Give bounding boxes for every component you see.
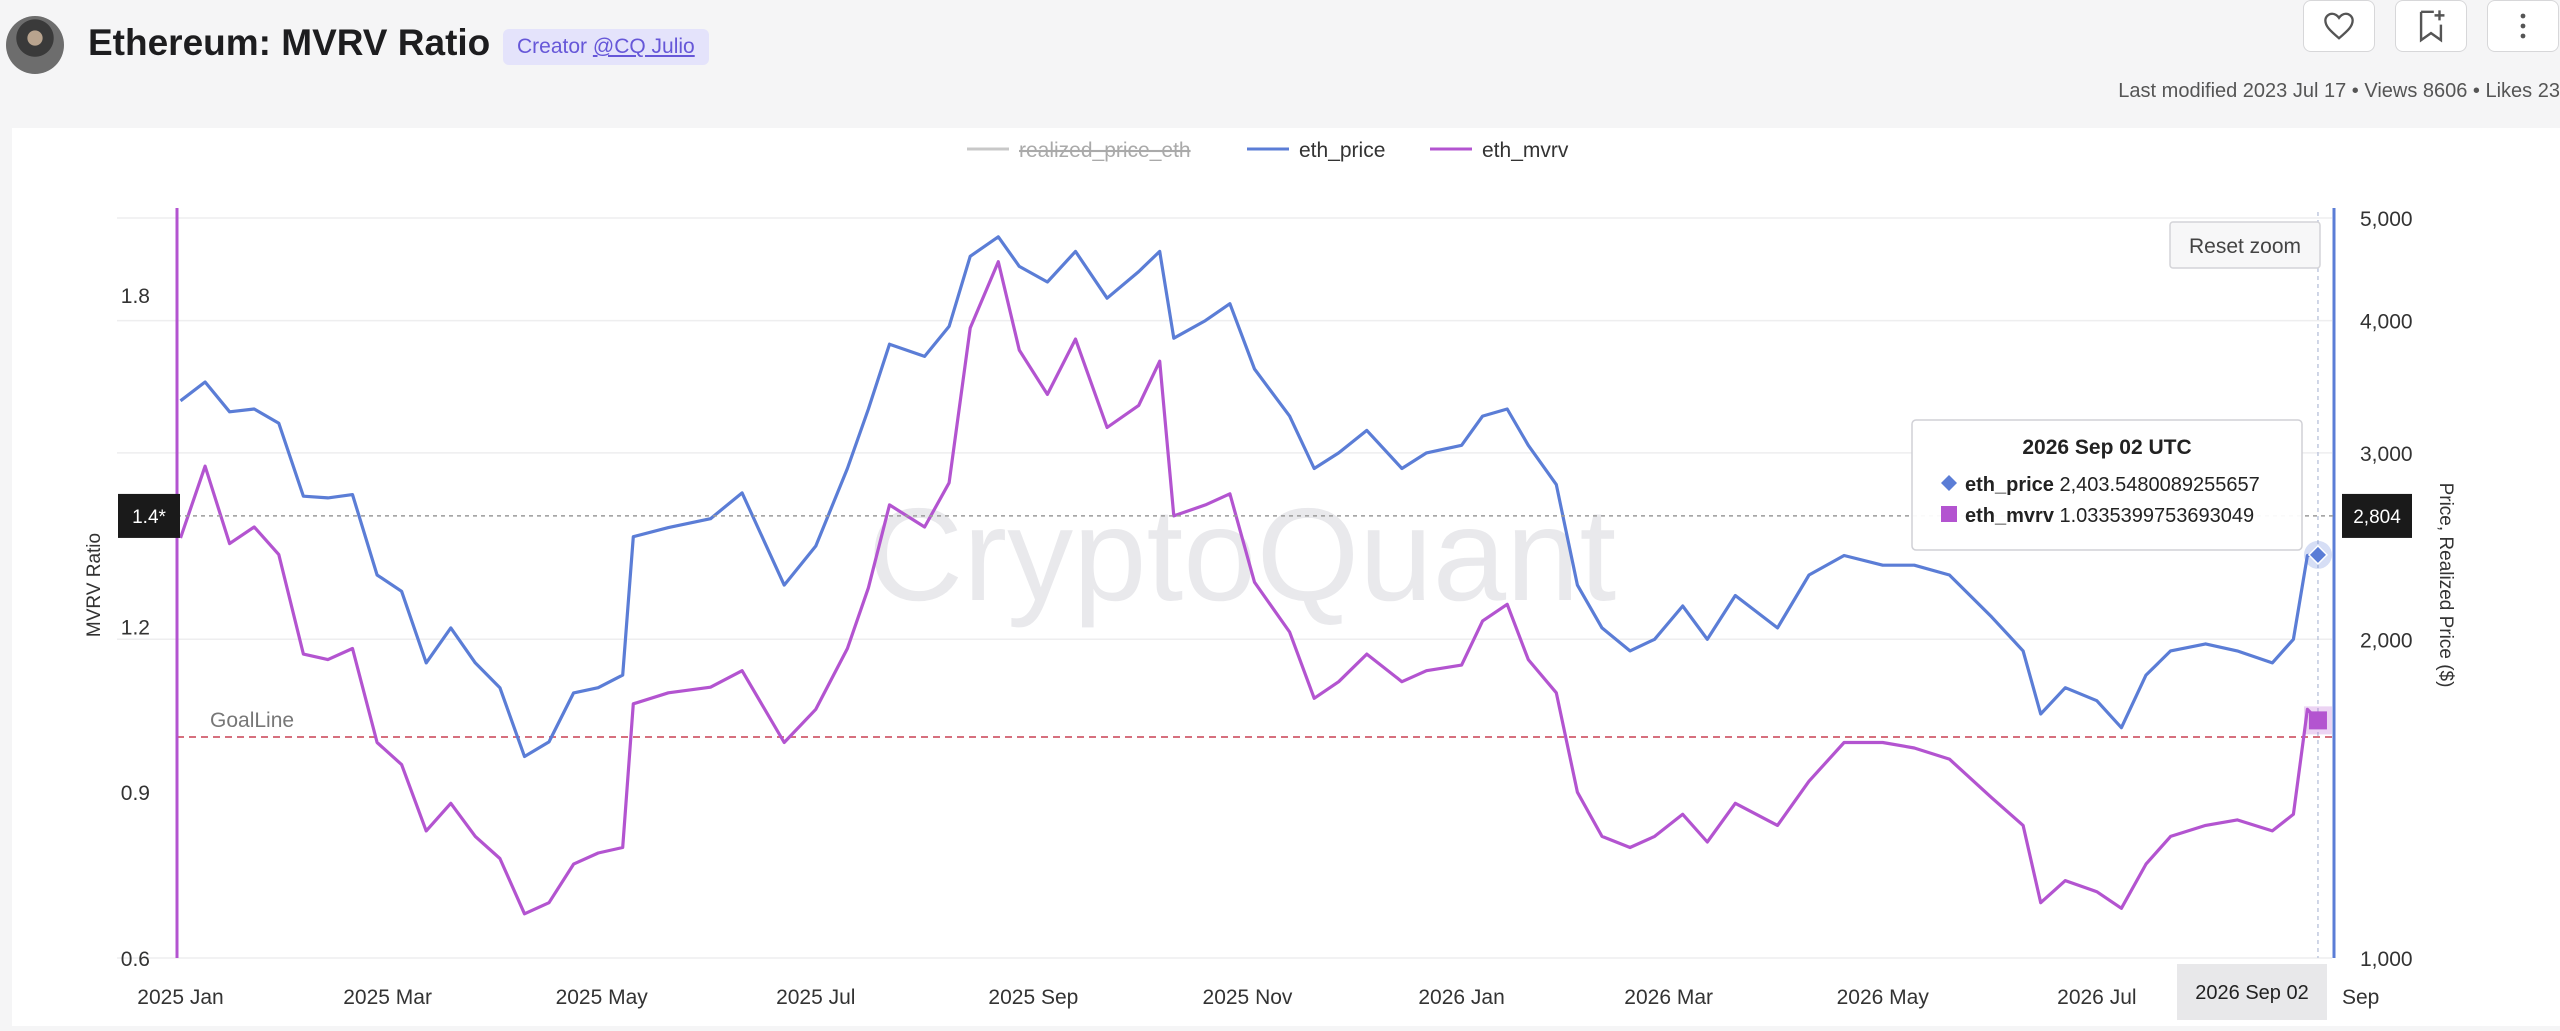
- bookmark-button[interactable]: [2395, 0, 2467, 52]
- tooltip-box: [1911, 419, 2303, 551]
- x-tick-5: 2025 Nov: [1203, 986, 1293, 1009]
- crosshair-left-value: 1.4*: [132, 507, 166, 528]
- y-right-tick-4: 5,000: [2360, 208, 2413, 231]
- tooltip-series-name: eth_mvrv: [1965, 505, 2055, 527]
- tooltip-series-value: 2,403.5480089255657: [2054, 474, 2260, 496]
- legend-item-eth_price: eth_price: [1299, 139, 1385, 162]
- series-line-eth_mvrv: [178, 260, 2320, 916]
- x-tick-7: 2026 Mar: [1624, 986, 1713, 1009]
- heart-icon: [2324, 12, 2354, 40]
- like-button[interactable]: [2303, 0, 2375, 52]
- page-header: Ethereum: MVRV Ratio Creator @CQ Julio L…: [0, 0, 2560, 102]
- y-left-tick-3: 1.8: [121, 285, 150, 308]
- page-title: Ethereum: MVRV Ratio: [88, 22, 491, 63]
- legend-item-realized_price_eth: realized_price_eth: [1019, 139, 1191, 162]
- y-left-tick-2: 1.2: [121, 616, 150, 639]
- bookmark-add-icon: [2419, 10, 2445, 43]
- more-button[interactable]: [2487, 0, 2559, 52]
- tooltip-row-eth_price: eth_price 2,403.5480089255657: [1965, 474, 2260, 496]
- y-right-tick-1: 2,000: [2360, 629, 2413, 652]
- tooltip-row-eth_mvrv: eth_mvrv 1.0335399753693049: [1965, 505, 2254, 527]
- series-lines: [178, 235, 2320, 916]
- meta-info: Last modified 2023 Jul 17 • Views 8606 •…: [2118, 80, 2560, 102]
- x-tick-9: 2026 Jul: [2057, 986, 2136, 1009]
- hover-marker-eth-mvrv: [2308, 711, 2327, 730]
- y-right-tick-3: 4,000: [2360, 311, 2413, 334]
- reset-zoom-button[interactable]: [2169, 221, 2321, 269]
- x-tick-2: 2025 May: [556, 986, 649, 1009]
- y-right-tick-2: 3,000: [2360, 443, 2413, 466]
- x-tick-10: Sep: [2342, 986, 2379, 1009]
- creator-badge[interactable]: Creator @CQ Julio: [503, 29, 709, 65]
- tooltip-series-value: 1.0335399753693049: [2054, 505, 2254, 527]
- axes: 0.6 0.9 1.2 1.8 MVRV Ratio 1,000 2,000 3,000 4,0…: [84, 208, 2456, 1009]
- x-tick-8: 2026 May: [1837, 986, 1930, 1009]
- y-left-tick-1: 0.9: [121, 782, 150, 805]
- y-right-label: Price, Realized Price ($): [2435, 483, 2456, 688]
- crosshair-right-value: 2,804: [2353, 507, 2401, 528]
- crosshair-x-label: 2026 Sep 02: [2195, 982, 2308, 1004]
- series-line-eth_price: [179, 235, 2319, 759]
- legend: realized_price_eth eth_price eth_mvrv: [967, 139, 1569, 162]
- watermark: CryptoQuant: [868, 481, 1616, 628]
- crosshair-right-flag: [2342, 493, 2412, 538]
- tooltip-series-name: eth_price: [1965, 474, 2054, 496]
- y-left-tick-0: 0.6: [121, 948, 150, 971]
- avatar[interactable]: [6, 16, 64, 74]
- mvrv-chart[interactable]: CryptoQuant GoalLine 0.6 0.9 1.2 1.8 MVRV Ra…: [12, 128, 2560, 1026]
- x-tick-3: 2025 Jul: [776, 986, 855, 1009]
- tooltip-marker-eth_price: [1941, 475, 1957, 491]
- goal-line-label: GoalLine: [210, 709, 294, 732]
- creator-label: Creator: [517, 35, 588, 58]
- reset-zoom-label[interactable]: Reset zoom: [2189, 235, 2301, 258]
- legend-item-eth_mvrv: eth_mvrv: [1482, 139, 1569, 162]
- x-tick-0: 2025 Jan: [137, 986, 223, 1009]
- y-right-tick-0: 1,000: [2360, 948, 2413, 971]
- hover-marker-eth-price: [2307, 544, 2329, 565]
- x-tick-4: 2025 Sep: [988, 986, 1078, 1009]
- more-vertical-icon: [2520, 13, 2526, 39]
- y-left-label: MVRV Ratio: [84, 533, 105, 637]
- tooltip-marker-eth_mvrv: [1941, 506, 1957, 522]
- crosshair-left-flag: [118, 493, 180, 538]
- x-tick-6: 2026 Jan: [1418, 986, 1504, 1009]
- tooltip-title: 2026 Sep 02 UTC: [2022, 436, 2191, 459]
- chart-panel: CryptoQuant GoalLine 0.6 0.9 1.2 1.8 MVRV Ra…: [12, 128, 2560, 1026]
- x-tick-1: 2025 Mar: [343, 986, 432, 1009]
- goal-line: GoalLine: [177, 709, 2332, 738]
- creator-handle-link[interactable]: @CQ Julio: [592, 35, 695, 58]
- crosshair-overlay: 1.4* 2,804 2026 Sep 02 2026 Sep 02 UTC eth_p…: [118, 212, 2412, 1020]
- crosshair-x-flag: [2177, 964, 2327, 1020]
